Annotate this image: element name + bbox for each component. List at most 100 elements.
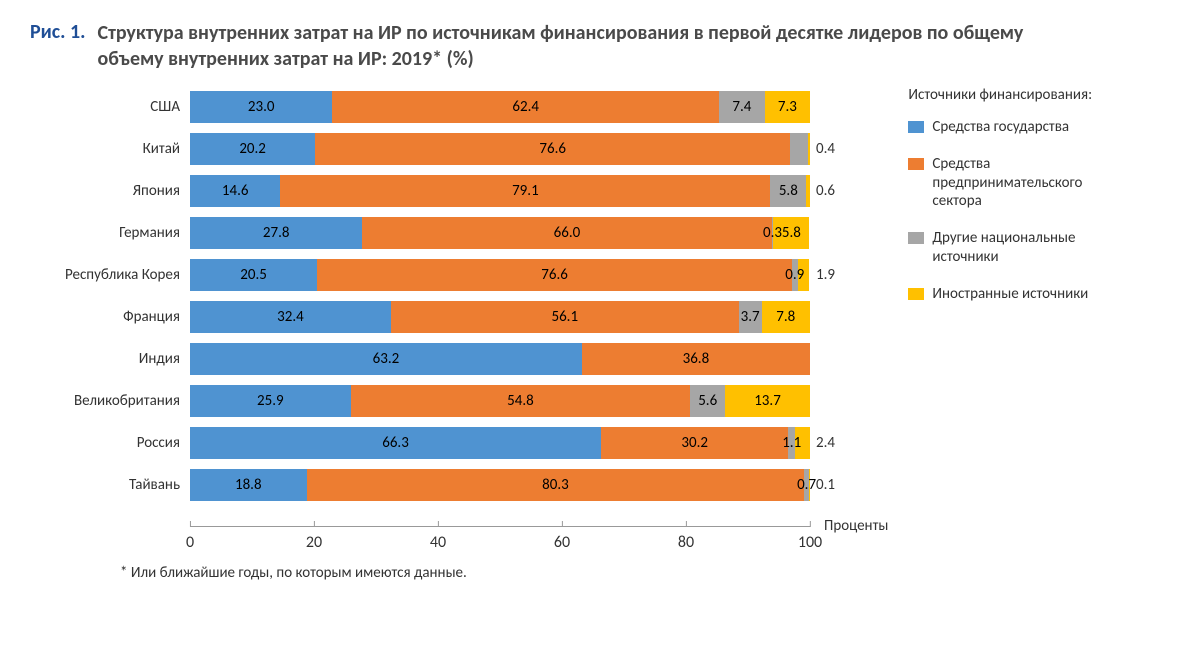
x-tick: 40: [430, 527, 446, 552]
chart: США 23.0 62.4 7.4 7.3 Китай 20.2 76.6 0.4 Япония 1…: [30, 86, 888, 546]
bar-value: 54.8: [507, 392, 534, 410]
bar-value: 7.8: [776, 308, 795, 326]
bar-segment-business: 62.4: [332, 91, 719, 123]
bar-segment-business: 76.6: [315, 133, 790, 165]
bar-value: 14.6: [222, 182, 249, 200]
bar-segment-business: 30.2: [601, 427, 788, 459]
bar-value: 27.8: [263, 224, 290, 242]
bar: 20.576.60.91.9: [190, 259, 810, 291]
bar-segment-foreign: [808, 133, 810, 165]
bar-value: 5.8: [782, 224, 801, 242]
bar-value: 56.1: [551, 308, 578, 326]
bar-segment-foreign: [806, 175, 810, 207]
bar-segment-business: 79.1: [280, 175, 770, 207]
bar-segment-other: 3.7: [739, 301, 762, 333]
bar: 23.0 62.4 7.4 7.3: [190, 91, 810, 123]
bar-value: 20.2: [239, 140, 266, 158]
legend-item: Средства предпринимательского сектора: [908, 155, 1122, 211]
bar-segment-state: 32.4: [190, 301, 391, 333]
bar-value: 7.4: [732, 98, 751, 116]
bar-segment-state: 18.8: [190, 469, 307, 501]
bar-segment-state: 14.6: [190, 175, 280, 207]
chart-row: Япония14.679.15.80.6: [30, 170, 888, 212]
legend-item: Средства государства: [908, 118, 1122, 137]
x-tick: 0: [186, 527, 194, 552]
bar-value: 18.8: [235, 476, 262, 494]
figure-title: Структура внутренних затрат на ИР по ист…: [98, 20, 1038, 72]
x-axis-line: 020406080100: [190, 526, 810, 527]
legend-swatch: [908, 158, 924, 170]
legend-item: Другие национальные источники: [908, 229, 1122, 267]
bar-overflow-value: 0.4: [816, 140, 835, 158]
chart-row: Китай 20.2 76.6 0.4: [30, 128, 888, 170]
bar-segment-state: 66.3: [190, 427, 601, 459]
bar-segment-state: 20.2: [190, 133, 315, 165]
bar-value: 23.0: [248, 98, 275, 116]
x-tick: 100: [798, 527, 822, 552]
chart-area: США 23.0 62.4 7.4 7.3 Китай 20.2 76.6 0.4 Япония 1…: [30, 86, 1170, 546]
bar-overflow-value: 1.9: [816, 266, 835, 284]
figure-label: Рис. 1.: [30, 20, 86, 44]
x-tick: 80: [678, 527, 694, 552]
bar-segment-business: 76.6: [317, 259, 792, 291]
bar-segment-state: 20.5: [190, 259, 317, 291]
bar-value: 32.4: [277, 308, 304, 326]
bar: 25.9 54.8 5.6 13.7: [190, 385, 810, 417]
bar-value: 7.3: [778, 98, 797, 116]
category-label: Япония: [30, 182, 190, 200]
bar-value: 5.8: [779, 182, 798, 200]
bar-segment-state: 23.0: [190, 91, 332, 123]
x-tick: 20: [306, 527, 322, 552]
bar-segment-other: 1.1: [788, 427, 795, 459]
bar-value: 1.1: [782, 434, 801, 452]
bar-segment-state: 27.8: [190, 217, 362, 249]
category-label: США: [30, 98, 190, 116]
chart-row: Россия66.330.21.12.4: [30, 422, 888, 464]
bar-segment-state: 63.2: [190, 343, 582, 375]
bar: 14.679.15.80.6: [190, 175, 810, 207]
bar: 18.880.30.70.1: [190, 469, 810, 501]
bar: 66.330.21.12.4: [190, 427, 810, 459]
legend: Источники финансирования: Средства госуд…: [888, 86, 1122, 321]
legend-label: Средства предпринимательского сектора: [932, 155, 1122, 211]
bar-value: 0.7: [797, 476, 816, 494]
bar-segment-other: [790, 133, 807, 165]
category-label: Россия: [30, 434, 190, 452]
category-label: Великобритания: [30, 392, 190, 410]
bar-value: 63.2: [373, 350, 400, 368]
chart-row: Индия 63.2 36.8: [30, 338, 888, 380]
bar-value: 3.7: [741, 308, 760, 326]
bar: 27.866.00.35.8: [190, 217, 810, 249]
bar-segment-business: 80.3: [307, 469, 805, 501]
bar-value: 25.9: [257, 392, 284, 410]
bar-value: 66.3: [382, 434, 409, 452]
bar-segment-foreign: 13.7: [725, 385, 810, 417]
chart-row: Великобритания 25.9 54.8 5.6 13.7: [30, 380, 888, 422]
legend-title: Источники финансирования:: [908, 86, 1122, 104]
legend-label: Средства государства: [932, 118, 1069, 137]
bar-segment-other: 5.6: [690, 385, 725, 417]
bar: 20.276.60.4: [190, 133, 810, 165]
bar-segment-business: 54.8: [351, 385, 691, 417]
category-label: Китай: [30, 140, 190, 158]
bar-value: 36.8: [683, 350, 710, 368]
legend-item: Иностранные источники: [908, 285, 1122, 304]
bar-value: 76.6: [541, 266, 568, 284]
bar-value: 79.1: [512, 182, 539, 200]
x-tick: 60: [554, 527, 570, 552]
chart-plot: США 23.0 62.4 7.4 7.3 Китай 20.2 76.6 0.4 Япония 1…: [30, 86, 888, 506]
bar-value: 66.0: [554, 224, 581, 242]
legend-swatch: [908, 232, 924, 244]
bar-value: 13.7: [754, 392, 781, 410]
bar-segment-foreign: 7.3: [765, 91, 810, 123]
chart-row: США 23.0 62.4 7.4 7.3: [30, 86, 888, 128]
x-axis: 020406080100 Проценты: [30, 506, 888, 546]
bar: 32.4 56.1 3.7 7.8: [190, 301, 810, 333]
bar-value: 5.6: [698, 392, 717, 410]
category-label: Индия: [30, 350, 190, 368]
bar: 63.2 36.8: [190, 343, 810, 375]
x-axis-title: Проценты: [824, 517, 888, 535]
bar-value: 0.9: [785, 266, 804, 284]
chart-row: Республика Корея20.576.60.91.9: [30, 254, 888, 296]
figure-header: Рис. 1. Структура внутренних затрат на И…: [30, 20, 1170, 72]
